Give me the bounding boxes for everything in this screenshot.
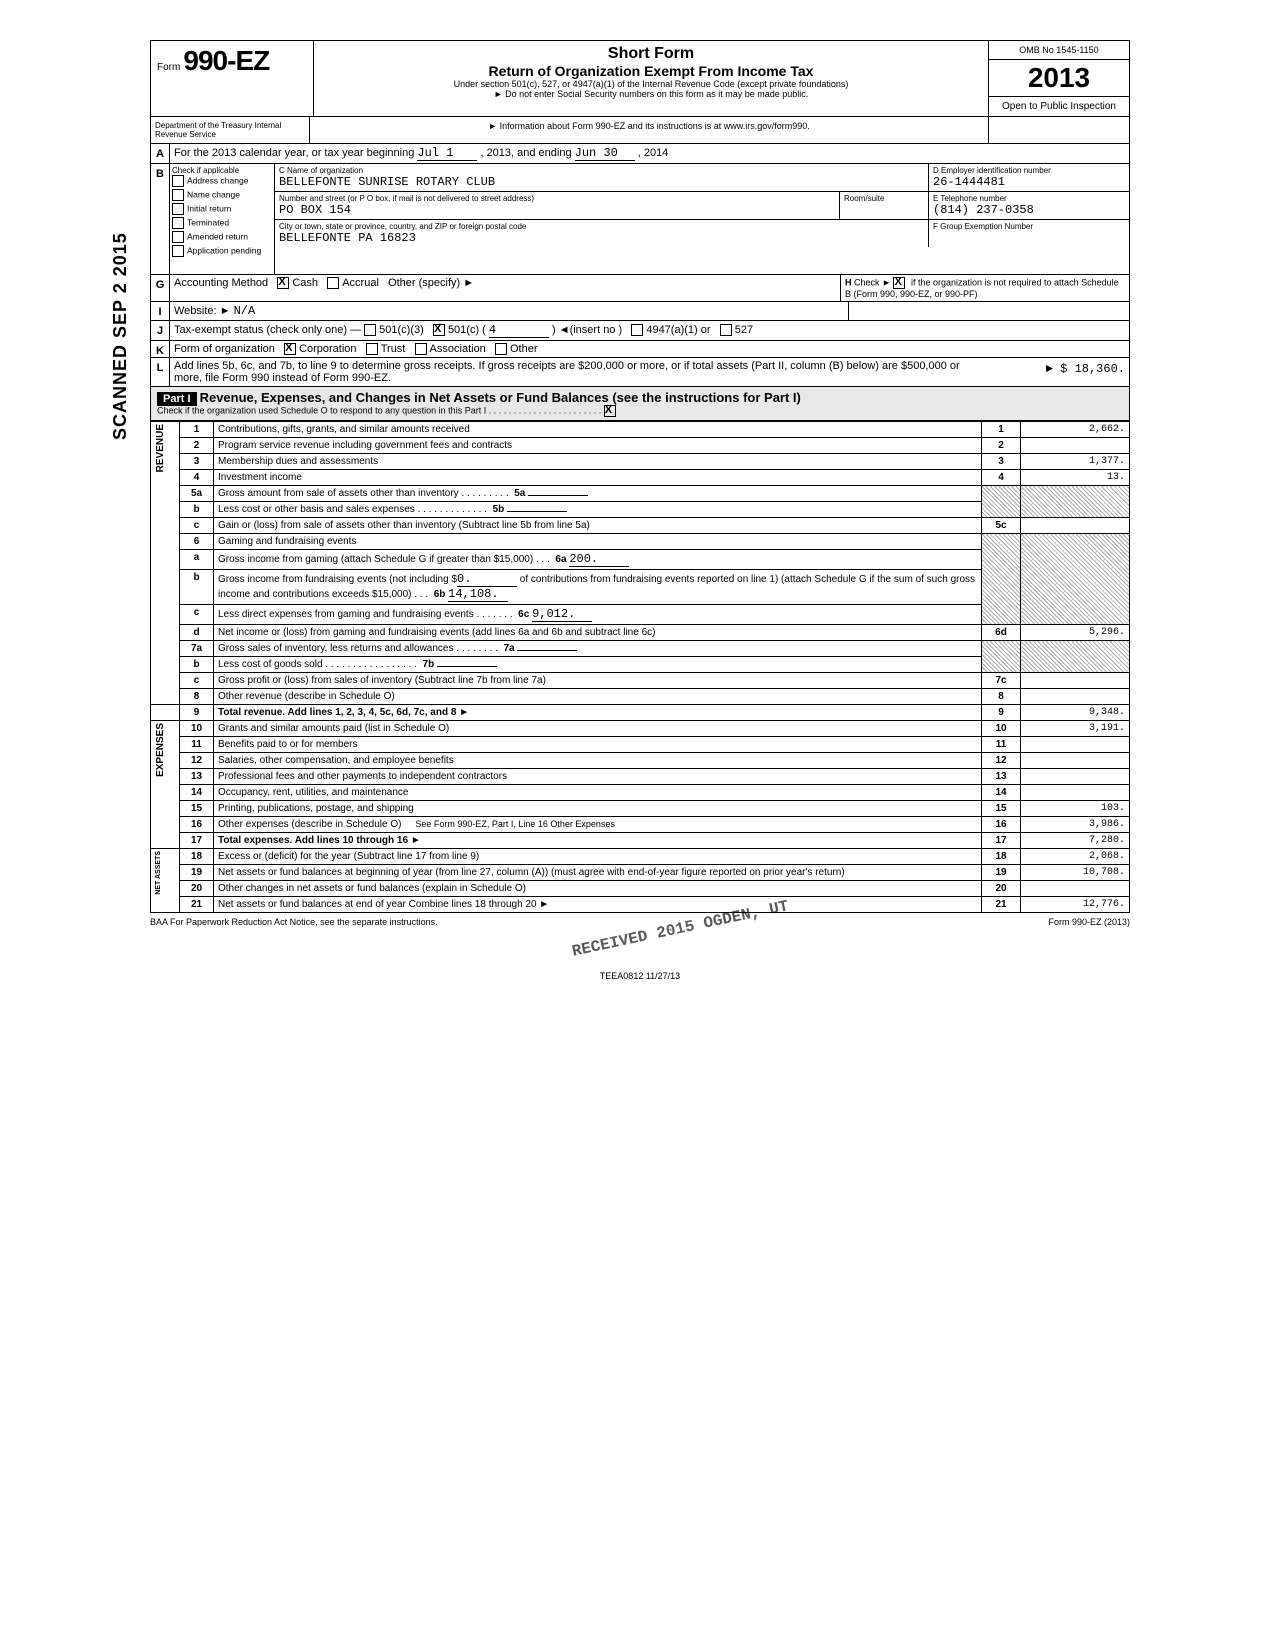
omb-number: OMB No 1545-1150 bbox=[989, 41, 1129, 60]
chk-other-org[interactable] bbox=[495, 343, 507, 355]
part1-header: Part I Revenue, Expenses, and Changes in… bbox=[150, 387, 1130, 421]
row-l: L Add lines 5b, 6c, and 7b, to line 9 to… bbox=[150, 358, 1130, 387]
chk-4947[interactable] bbox=[631, 324, 643, 336]
chk-app-pending[interactable] bbox=[172, 245, 184, 257]
tax-year: 2013 bbox=[989, 60, 1129, 97]
chk-501c[interactable] bbox=[433, 324, 445, 336]
letter-b: B bbox=[151, 164, 170, 274]
chk-assoc[interactable] bbox=[415, 343, 427, 355]
chk-address-change[interactable] bbox=[172, 175, 184, 187]
dept-row: Department of the Treasury Internal Reve… bbox=[150, 117, 1130, 144]
form-990ez: SCANNED SEP 2 2015 Form 990-EZ Short For… bbox=[150, 40, 1130, 981]
line9-amt: 9,348. bbox=[1021, 705, 1130, 721]
short-form-label: Short Form bbox=[318, 45, 984, 63]
chk-trust[interactable] bbox=[366, 343, 378, 355]
chk-501c3[interactable] bbox=[364, 324, 376, 336]
line6a-sub: 200. bbox=[569, 552, 629, 567]
line18-amt: 2,068. bbox=[1021, 849, 1130, 865]
row-k: K Form of organization Corporation Trust… bbox=[150, 341, 1130, 358]
chk-initial-return[interactable] bbox=[172, 203, 184, 215]
chk-accrual[interactable] bbox=[327, 277, 339, 289]
form-prefix: Form bbox=[157, 62, 180, 73]
ein: 26-1444481 bbox=[933, 175, 1125, 189]
org-name: BELLEFONTE SUNRISE ROTARY CLUB bbox=[279, 175, 924, 189]
row-i: I Website: ► N/A bbox=[150, 302, 1130, 321]
row-a: A For the 2013 calendar year, or tax yea… bbox=[150, 144, 1130, 164]
chk-cash[interactable] bbox=[277, 277, 289, 289]
scanned-stamp: SCANNED SEP 2 2015 bbox=[110, 232, 131, 440]
tax-year-range: For the 2013 calendar year, or tax year … bbox=[170, 144, 1129, 163]
revenue-label: REVENUE bbox=[155, 424, 166, 472]
chk-schedule-o[interactable] bbox=[604, 405, 616, 417]
footer-baa: BAA For Paperwork Reduction Act Notice, … bbox=[150, 917, 438, 927]
row-j: J Tax-exempt status (check only one) — 5… bbox=[150, 321, 1130, 341]
form-number: 990-EZ bbox=[183, 45, 269, 76]
chk-corp[interactable] bbox=[284, 343, 296, 355]
row-g-h: G Accounting Method Cash Accrual Other (… bbox=[150, 275, 1130, 302]
inspection-label: Open to Public Inspection bbox=[989, 97, 1129, 116]
line6d-amt: 5,296. bbox=[1021, 625, 1130, 641]
chk-527[interactable] bbox=[720, 324, 732, 336]
chk-schedule-b[interactable] bbox=[893, 277, 905, 289]
footer-form: Form 990-EZ (2013) bbox=[1048, 917, 1130, 927]
form-number-box: Form 990-EZ bbox=[151, 41, 314, 116]
city-state-zip: BELLEFONTE PA 16823 bbox=[279, 231, 924, 245]
line17-amt: 7,280. bbox=[1021, 833, 1130, 849]
note-2: Information about Form 990-EZ and its in… bbox=[310, 117, 989, 143]
checkbox-list-b: Address change Name change Initial retur… bbox=[172, 175, 272, 257]
year-box: OMB No 1545-1150 2013 Open to Public Ins… bbox=[989, 41, 1129, 116]
line21-amt: 12,776. bbox=[1021, 897, 1130, 913]
title-box: Short Form Return of Organization Exempt… bbox=[314, 41, 989, 116]
form-title: Return of Organization Exempt From Incom… bbox=[318, 63, 984, 79]
form-subtitle: Under section 501(c), 527, or 4947(a)(1)… bbox=[318, 79, 984, 89]
line10-amt: 3,191. bbox=[1021, 721, 1130, 737]
footer: BAA For Paperwork Reduction Act Notice, … bbox=[150, 913, 1130, 931]
line16-amt: 3,986. bbox=[1021, 817, 1130, 833]
line6c-sub: 9,012. bbox=[532, 607, 592, 622]
footer-code: TEEA0812 11/27/13 bbox=[150, 971, 1130, 981]
line3-amt: 1,377. bbox=[1021, 454, 1130, 470]
chk-amended[interactable] bbox=[172, 231, 184, 243]
phone: (814) 237-0358 bbox=[933, 203, 1125, 217]
gross-receipts: 18,360. bbox=[1075, 362, 1125, 376]
part1-table: REVENUE 1Contributions, gifts, grants, a… bbox=[150, 421, 1130, 913]
line4-amt: 13. bbox=[1021, 470, 1130, 486]
website: N/A bbox=[234, 304, 256, 318]
line1-amt: 2,662. bbox=[1021, 422, 1130, 438]
line15-amt: 103. bbox=[1021, 801, 1130, 817]
assets-label: NET ASSETS bbox=[155, 851, 162, 895]
chk-name-change[interactable] bbox=[172, 189, 184, 201]
form-header: Form 990-EZ Short Form Return of Organiz… bbox=[150, 40, 1130, 117]
note-1: Do not enter Social Security numbers on … bbox=[318, 89, 984, 99]
dept-label: Department of the Treasury Internal Reve… bbox=[151, 117, 310, 143]
street-address: PO BOX 154 bbox=[279, 203, 835, 217]
line19-amt: 10,708. bbox=[1021, 865, 1130, 881]
letter-a: A bbox=[151, 144, 170, 163]
expenses-label: EXPENSES bbox=[155, 723, 166, 777]
chk-terminated[interactable] bbox=[172, 217, 184, 229]
line6b-sub: 14,108. bbox=[448, 587, 508, 602]
org-info-block: B Check if applicable Address change Nam… bbox=[150, 164, 1130, 275]
